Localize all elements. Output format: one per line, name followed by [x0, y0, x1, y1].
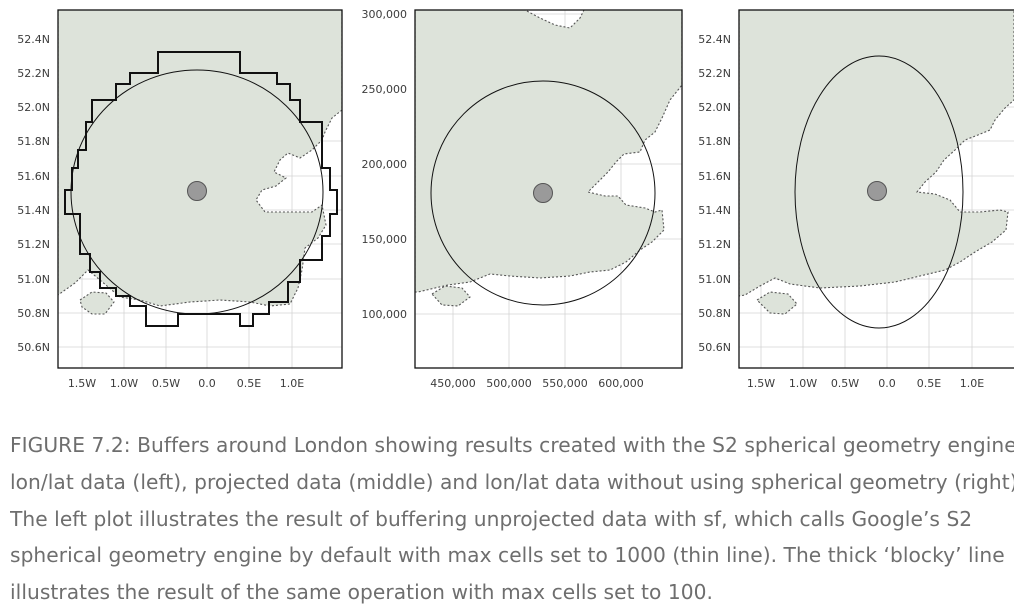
- x-tick-label: 1.5W: [747, 377, 775, 390]
- x-tick-label: 0.5W: [831, 377, 859, 390]
- y-tick-label: 150,000: [362, 233, 408, 246]
- panel-middle: 300,000 250,000 200,000 150,000 100,000 450,…: [362, 8, 683, 390]
- x-ticks-right: 1.5W 1.0W 0.5W 0.0 0.5E 1.0E: [747, 377, 984, 390]
- figure: 52.4N 52.2N 52.0N 51.8N 51.6N 51.4N 51.2N 51.0N…: [17, 8, 1014, 390]
- y-tick-label: 51.0N: [698, 273, 731, 286]
- london-point-right: [867, 181, 887, 201]
- caption-line-2: lon/lat data (left), projected data (mid…: [10, 469, 1014, 494]
- y-tick-label: 51.4N: [698, 204, 731, 217]
- x-tick-label: 1.0W: [789, 377, 817, 390]
- y-tick-label: 51.0N: [17, 273, 50, 286]
- x-tick-label: 1.5W: [68, 377, 96, 390]
- london-point-middle: [533, 183, 553, 203]
- caption-line-5: illustrates the result of the same opera…: [10, 580, 713, 605]
- y-tick-label: 51.6N: [698, 170, 731, 183]
- y-tick-label: 50.6N: [17, 341, 50, 354]
- y-tick-label: 300,000: [362, 8, 408, 21]
- y-tick-label: 52.2N: [698, 67, 731, 80]
- land-right: [739, 10, 1014, 297]
- y-tick-label: 50.6N: [698, 341, 731, 354]
- island-middle: [431, 285, 471, 307]
- x-tick-label: 0.0: [198, 377, 216, 390]
- x-tick-label: 0.5W: [152, 377, 180, 390]
- x-tick-label: 0.5E: [237, 377, 261, 390]
- buffer-s2-100-cells-blocky: [64, 51, 338, 327]
- land-middle: [415, 10, 682, 293]
- y-tick-label: 50.8N: [698, 307, 731, 320]
- y-tick-label: 51.2N: [17, 238, 50, 251]
- x-tick-label: 0.0: [878, 377, 896, 390]
- y-tick-label: 51.4N: [17, 204, 50, 217]
- island-right: [756, 291, 798, 315]
- x-tick-label: 600,000: [598, 377, 644, 390]
- x-tick-label: 1.0W: [110, 377, 138, 390]
- figure-caption: FIGURE 7.2: Buffers around London showin…: [10, 427, 1014, 611]
- y-tick-label: 52.4N: [17, 33, 50, 46]
- x-tick-label: 1.0E: [960, 377, 984, 390]
- panel-right: 52.4N 52.2N 52.0N 51.8N 51.6N 51.4N 51.2N 51.0N…: [698, 9, 1014, 390]
- x-tick-label: 1.0E: [280, 377, 304, 390]
- x-ticks-left: 1.5W 1.0W 0.5W 0.0 0.5E 1.0E: [68, 377, 304, 390]
- y-tick-label: 52.2N: [17, 67, 50, 80]
- y-tick-label: 250,000: [362, 83, 408, 96]
- x-tick-label: 500,000: [486, 377, 532, 390]
- y-tick-label: 52.4N: [698, 33, 731, 46]
- caption-line-4: spherical geometry engine by default wit…: [10, 543, 1005, 568]
- x-tick-label: 550,000: [542, 377, 588, 390]
- y-tick-label: 100,000: [362, 308, 408, 321]
- y-ticks-left: 52.4N 52.2N 52.0N 51.8N 51.6N 51.4N 51.2N 51.0N…: [17, 33, 50, 354]
- y-tick-label: 50.8N: [17, 307, 50, 320]
- y-tick-label: 51.2N: [698, 238, 731, 251]
- y-tick-label: 52.0N: [698, 101, 731, 114]
- buffer-no-spherical: [794, 55, 964, 329]
- x-tick-label: 0.5E: [917, 377, 941, 390]
- x-ticks-middle: 450,000 500,000 550,000 600,000: [430, 377, 644, 390]
- y-tick-label: 51.8N: [698, 135, 731, 148]
- y-tick-label: 51.6N: [17, 170, 50, 183]
- buffer-projected: [430, 80, 656, 306]
- panel-left: 52.4N 52.2N 52.0N 51.8N 51.6N 51.4N 51.2N 51.0N…: [17, 9, 343, 390]
- caption-line-1: FIGURE 7.2: Buffers around London showin…: [10, 433, 1014, 457]
- london-point-left: [187, 181, 207, 201]
- x-tick-label: 450,000: [430, 377, 476, 390]
- caption-line-3: The left plot illustrates the result of …: [10, 506, 973, 531]
- island-left: [79, 291, 115, 315]
- y-tick-label: 51.8N: [17, 135, 50, 148]
- y-tick-label: 52.0N: [17, 101, 50, 114]
- y-tick-label: 200,000: [362, 158, 408, 171]
- y-ticks-right: 52.4N 52.2N 52.0N 51.8N 51.6N 51.4N 51.2N 51.0N…: [698, 33, 731, 354]
- y-ticks-middle: 300,000 250,000 200,000 150,000 100,000: [362, 8, 408, 321]
